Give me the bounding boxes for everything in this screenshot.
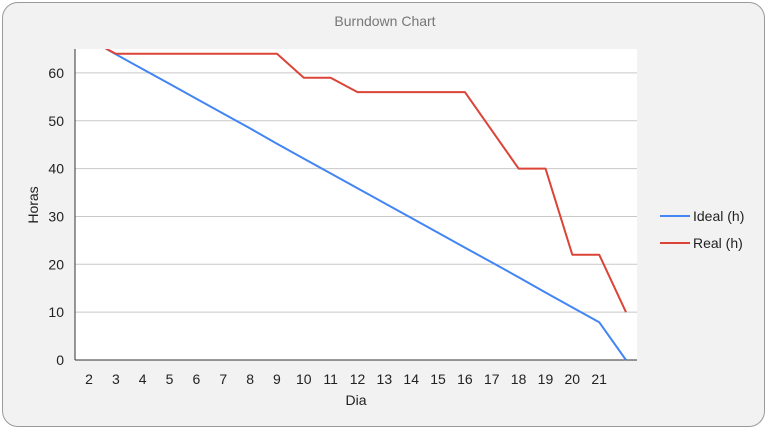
y-tick-label: 40 [48,161,64,177]
x-tick-label: 6 [193,371,201,387]
y-tick-label: 30 [48,208,64,224]
x-tick-label: 7 [219,371,227,387]
series-lines [104,49,627,361]
x-tick-label: 5 [166,371,174,387]
x-axis-title: Dia [345,392,366,408]
x-tick-label: 21 [591,371,607,387]
x-tick-label: 16 [457,371,473,387]
y-tick-label: 0 [56,352,64,368]
x-tick-label: 18 [511,371,527,387]
x-tick-label: 11 [323,371,338,387]
series-line-ideal [104,49,627,361]
x-tick-labels: 2 3 4 5 6 7 8 9 10 11 12 13 14 15 16 17 18 19 20 21 [85,371,607,387]
y-tick-label: 10 [48,304,64,320]
x-tick-label: 20 [565,371,581,387]
x-tick-label: 19 [538,371,554,387]
x-tick-label: 15 [430,371,446,387]
x-tick-label: 13 [377,371,393,387]
chart-title: Burndown Chart [334,13,435,29]
legend: Ideal (h) Real (h) [660,208,744,251]
y-axis-title: Horas [25,186,41,223]
plot-area [75,49,637,360]
x-tick-label: 17 [484,371,500,387]
y-tick-label: 20 [48,256,64,272]
gridlines [75,72,637,313]
x-tick-label: 12 [350,371,366,387]
x-tick-label: 14 [403,371,419,387]
x-tick-label: 2 [85,371,93,387]
y-tick-labels: 0 10 20 30 40 50 60 [48,65,64,368]
legend-ideal-label: Ideal (h) [693,208,744,224]
x-tick-label: 9 [273,371,281,387]
x-tick-label: 3 [112,371,120,387]
x-tick-label: 4 [139,371,147,387]
legend-real-label: Real (h) [693,235,743,251]
series-line-real [104,49,627,313]
y-tick-label: 50 [48,113,64,129]
y-tick-label: 60 [48,65,64,81]
x-tick-label: 8 [246,371,254,387]
x-tick-label: 10 [296,371,312,387]
